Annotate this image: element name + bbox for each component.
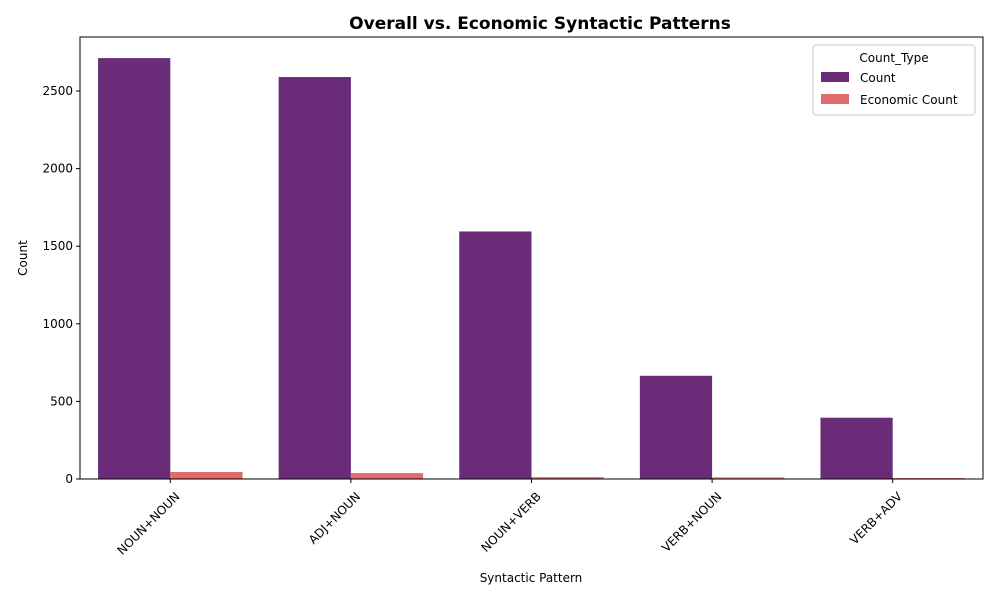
bar-count-adj-noun [278,77,351,479]
y-axis-label: Count [16,240,30,276]
legend-title: Count_Type [859,51,928,65]
legend-swatch-count [821,72,849,82]
x-tick-label: VERB+NOUN [659,489,724,554]
bar-economic-count-noun-noun [170,472,243,479]
chart-title: Overall vs. Economic Syntactic Patterns [349,14,731,34]
legend-label-economic-count: Economic Count [860,93,958,107]
legend-swatch-economic-count [821,94,849,104]
plot-frame [79,36,984,480]
bar-economic-count-adj-noun [350,473,424,479]
y-tick-label: 1500 [42,239,73,253]
legend: Count_Type Count Economic Count [812,44,976,116]
legend-frame [812,44,976,116]
bars-group [98,58,965,479]
x-axis-label: Syntactic Pattern [480,571,583,585]
y-tick-label: 0 [65,472,73,486]
bar-count-noun-noun [98,58,171,479]
y-tick-label: 2500 [42,84,73,98]
y-axis: 0 500 1000 1500 2000 2500 [42,84,80,486]
x-axis: NOUN+NOUN ADJ+NOUN NOUN+VERB VERB+NOUN VERB+… [114,479,906,558]
bar-count-verb-noun [639,375,713,479]
x-tick-label: ADJ+NOUN [306,489,363,546]
y-tick-label: 1000 [42,317,73,331]
x-tick-label: VERB+ADV [847,489,905,547]
bar-count-noun-verb [459,231,532,479]
x-tick-label: NOUN+NOUN [114,489,182,557]
x-tick-label: NOUN+VERB [478,489,543,554]
y-tick-label: 500 [50,394,73,408]
bar-economic-count-verb-noun [712,477,785,479]
y-tick-label: 2000 [42,162,73,176]
bar-count-verb-adv [820,417,893,479]
bar-economic-count-noun-verb [531,477,604,479]
legend-label-count: Count [860,71,896,85]
